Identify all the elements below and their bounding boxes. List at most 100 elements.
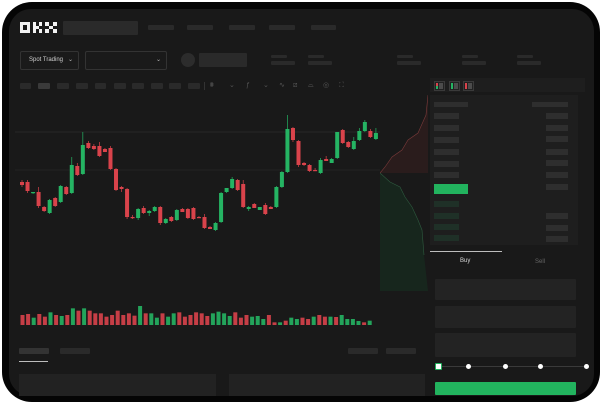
volume-bar — [48, 312, 53, 325]
tab-order-history[interactable] — [60, 348, 90, 354]
slider-step — [466, 364, 471, 369]
candle-body — [313, 170, 318, 172]
candle — [147, 210, 152, 216]
volume-bar — [166, 316, 171, 325]
candle-body — [208, 227, 213, 229]
chevron-down-icon[interactable]: ⌄ — [263, 82, 269, 89]
orderbook-last-price[interactable] — [434, 184, 468, 194]
candle-body — [318, 160, 323, 173]
tab-sell[interactable]: Sell — [535, 259, 546, 265]
interval-button[interactable] — [38, 83, 50, 89]
candle — [329, 158, 334, 163]
buy-button[interactable] — [435, 382, 576, 395]
candle-body — [274, 187, 279, 207]
volume-bar — [188, 315, 193, 325]
magnet-icon[interactable]: ⌓ — [308, 82, 314, 89]
tab-open-orders[interactable] — [19, 348, 49, 354]
nav-item[interactable] — [269, 25, 295, 30]
candle — [230, 177, 235, 189]
chevron-down-icon: ⌄ — [68, 57, 74, 63]
candle-body — [169, 217, 174, 221]
volume-bar — [272, 322, 277, 325]
candle — [31, 192, 36, 194]
candle-body — [290, 128, 295, 140]
assets-panel — [229, 374, 425, 396]
candle-body — [230, 179, 235, 188]
slider-handle[interactable] — [435, 363, 442, 370]
candle — [136, 208, 141, 220]
price-input[interactable] — [435, 279, 576, 300]
depth-chart — [380, 95, 428, 291]
indicator-icon[interactable]: ƒ — [246, 82, 250, 89]
volume-bar — [20, 315, 25, 325]
interval-button[interactable] — [188, 83, 200, 89]
pair-select[interactable]: ⌄ — [85, 51, 167, 70]
candle — [58, 185, 63, 203]
nav-item[interactable] — [229, 25, 255, 30]
nav-item[interactable] — [311, 25, 336, 30]
interval-button[interactable] — [169, 83, 181, 89]
orderbook-ask-row — [434, 172, 459, 178]
interval-button[interactable] — [114, 83, 126, 89]
volume-bar — [322, 316, 327, 325]
okx-logo[interactable] — [20, 22, 57, 34]
candle-type-icon[interactable]: ⩩ — [210, 82, 214, 89]
candle-body — [279, 172, 284, 187]
candle — [335, 132, 340, 159]
settings-icon[interactable]: ◎ — [323, 82, 330, 89]
candle-body — [86, 143, 91, 148]
candle-body — [257, 207, 262, 210]
divider — [204, 82, 205, 90]
amount-input[interactable] — [435, 306, 576, 328]
tab-underline — [19, 361, 48, 362]
candle-body — [119, 187, 124, 189]
candle — [42, 206, 47, 212]
ruler-icon[interactable]: ⧄ — [293, 82, 298, 89]
tab-buy[interactable]: Buy — [460, 258, 471, 264]
volume-bar — [278, 322, 283, 325]
orderbook-bid-row — [434, 213, 459, 219]
depth-bids-line — [380, 172, 425, 256]
nav-item[interactable] — [148, 25, 174, 30]
candle — [158, 206, 163, 225]
volume-bar — [59, 316, 64, 325]
volume-bar — [367, 320, 372, 325]
filter-button[interactable] — [386, 348, 416, 354]
candle-body — [31, 192, 36, 194]
volume-bar — [334, 317, 339, 325]
nav-item[interactable] — [187, 25, 213, 30]
search-bar[interactable] — [63, 21, 138, 35]
interval-button[interactable] — [95, 83, 106, 89]
interval-button[interactable] — [76, 83, 88, 89]
total-input[interactable] — [435, 333, 576, 357]
candle — [125, 188, 130, 219]
interval-button[interactable] — [132, 83, 144, 89]
filter-button[interactable] — [348, 348, 378, 354]
slider-step — [538, 364, 543, 369]
candle-body — [75, 166, 80, 175]
candle — [368, 129, 373, 138]
volume-bar — [255, 316, 260, 325]
volume-bar — [294, 319, 299, 325]
orderbook-ask-row — [434, 137, 459, 143]
candle — [185, 208, 190, 219]
candle-body — [114, 169, 119, 190]
interval-button[interactable] — [57, 83, 69, 89]
candle — [241, 180, 246, 208]
line-chart-icon[interactable]: ∿ — [279, 82, 285, 89]
fullscreen-icon[interactable]: ⛶ — [339, 82, 344, 89]
market-select[interactable]: Spot Trading ⌄ — [20, 51, 79, 70]
candle-body — [252, 204, 257, 208]
volume-bar — [362, 322, 367, 325]
interval-button[interactable] — [151, 83, 163, 89]
candle-body — [296, 141, 301, 165]
candle-body — [235, 180, 240, 190]
volume-bar — [82, 308, 87, 325]
volume-bar — [65, 315, 70, 325]
candlestick-chart[interactable] — [15, 95, 380, 335]
interval-button[interactable] — [20, 83, 31, 89]
candle-body — [130, 217, 135, 219]
candle-body — [147, 211, 152, 213]
candle-body — [196, 217, 201, 219]
chevron-down-icon[interactable]: ⌄ — [229, 82, 235, 89]
